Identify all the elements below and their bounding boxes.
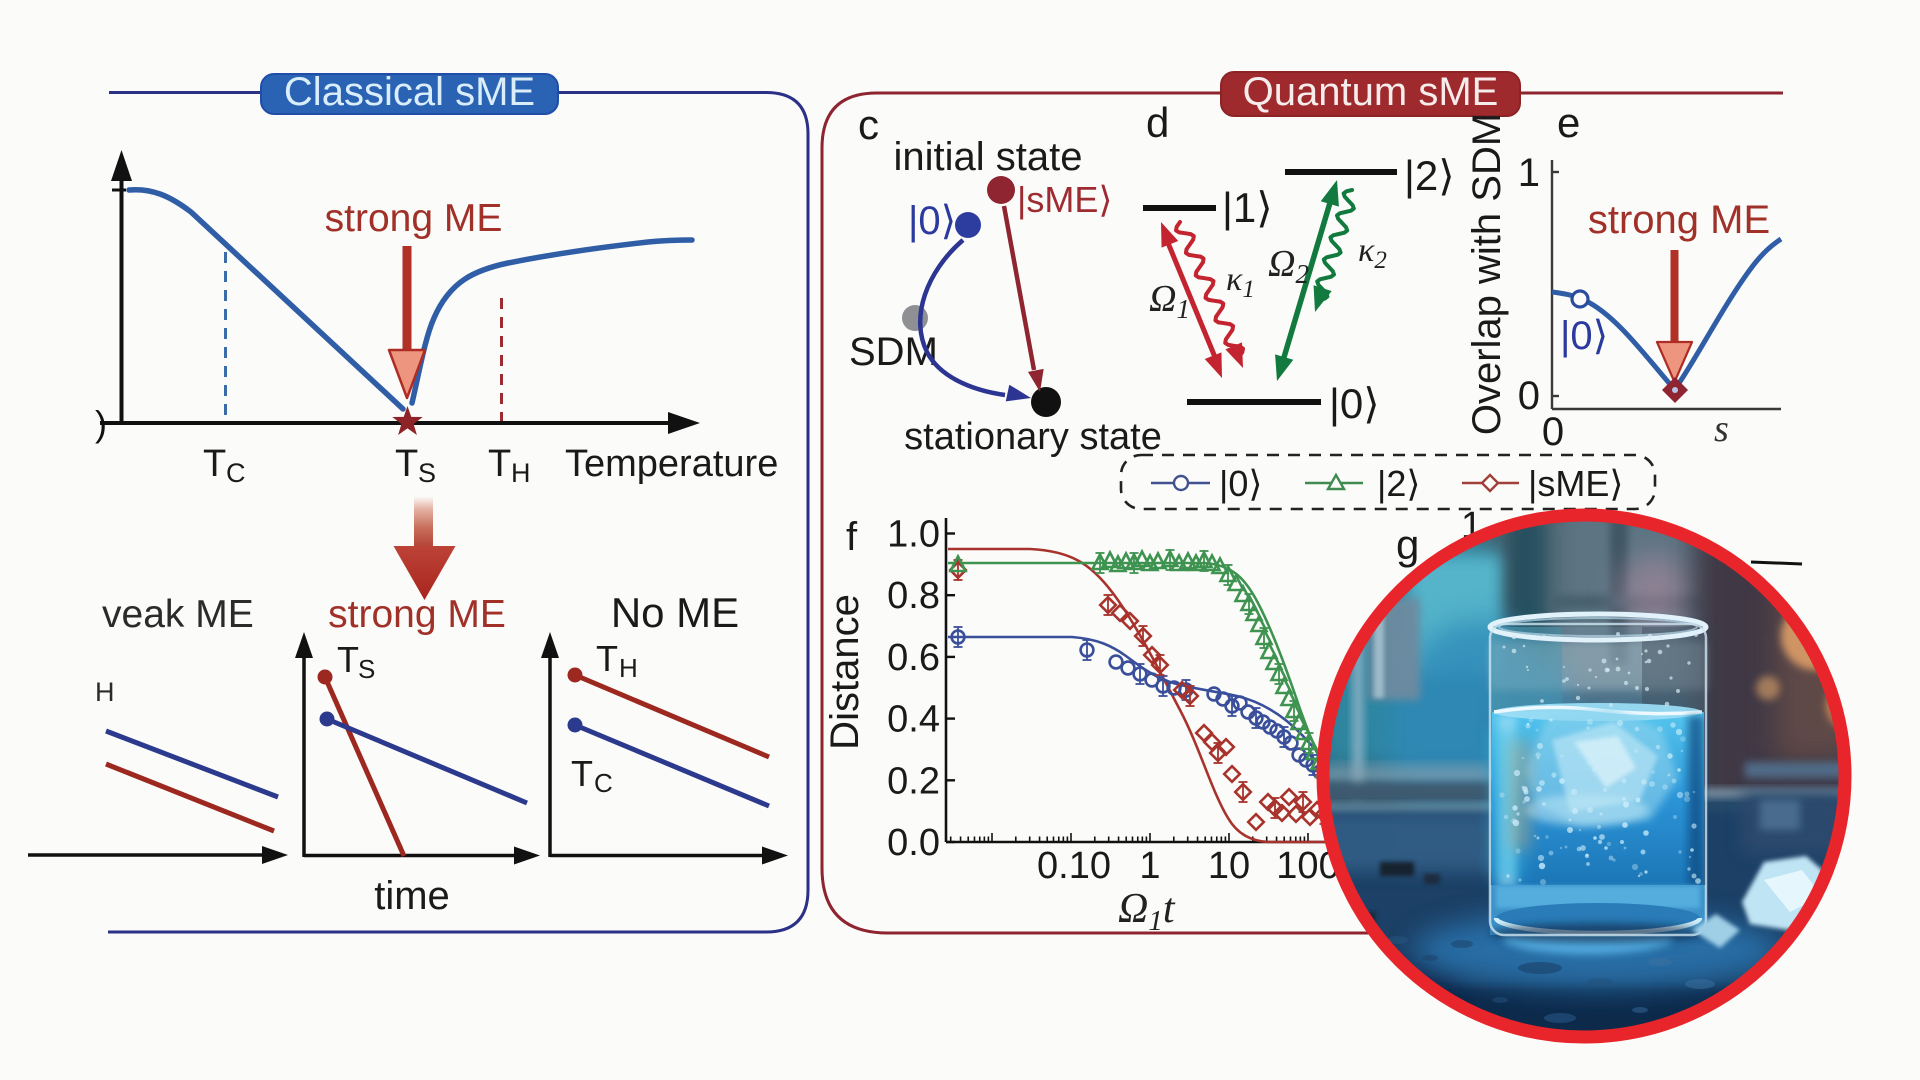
svg-text:Ω1t: Ω1t	[1118, 886, 1176, 937]
svg-text:Classical sME: Classical sME	[284, 70, 535, 114]
svg-text:|0⟩: |0⟩	[1219, 463, 1262, 504]
svg-text:stationary state: stationary state	[904, 416, 1162, 458]
svg-text:0.2: 0.2	[887, 760, 940, 802]
svg-text:time: time	[374, 874, 450, 918]
svg-text:|0⟩: |0⟩	[1560, 314, 1608, 358]
svg-text:|sME⟩: |sME⟩	[1017, 179, 1112, 220]
svg-text:10: 10	[1208, 845, 1250, 887]
svg-text:T: T	[596, 638, 618, 679]
svg-text:1: 1	[1139, 845, 1160, 887]
svg-text:Temperature: Temperature	[565, 443, 778, 485]
svg-text:|0⟩: |0⟩	[908, 199, 956, 243]
svg-text:0: 0	[1542, 410, 1564, 454]
svg-text:H: H	[95, 677, 115, 707]
svg-text:strong ME: strong ME	[1588, 198, 1770, 242]
svg-text:0.10: 0.10	[1037, 845, 1111, 887]
svg-text:s: s	[1714, 408, 1729, 450]
svg-text:Quantum sME: Quantum sME	[1243, 70, 1499, 114]
svg-text:S: S	[358, 654, 375, 684]
svg-text:1: 1	[1518, 151, 1540, 195]
svg-text:): )	[95, 403, 107, 444]
svg-text:T: T	[488, 443, 511, 485]
svg-text:|sME⟩: |sME⟩	[1528, 463, 1623, 504]
svg-text:g: g	[1396, 521, 1419, 568]
svg-text:strong ME: strong ME	[328, 593, 506, 636]
svg-text:|2⟩: |2⟩	[1404, 152, 1455, 199]
svg-text:|1⟩: |1⟩	[1222, 184, 1273, 231]
svg-text:e: e	[1557, 99, 1580, 146]
svg-text:C: C	[226, 458, 246, 488]
svg-text:|2⟩: |2⟩	[1377, 463, 1420, 504]
svg-text:T: T	[203, 443, 226, 485]
svg-text:0.8: 0.8	[887, 575, 940, 617]
svg-text:veak ME: veak ME	[102, 593, 254, 636]
svg-text:T: T	[337, 639, 359, 680]
svg-text:T: T	[571, 753, 593, 794]
svg-text:T: T	[395, 443, 418, 485]
svg-text:initial state: initial state	[894, 135, 1083, 179]
svg-text:d: d	[1146, 99, 1169, 146]
svg-text:Distance: Distance	[823, 594, 867, 750]
svg-text:0.0: 0.0	[887, 822, 940, 864]
svg-text:|0⟩: |0⟩	[1329, 380, 1380, 427]
svg-text:S: S	[418, 458, 436, 488]
svg-text:No ME: No ME	[611, 589, 739, 636]
svg-text:strong ME: strong ME	[325, 197, 503, 240]
svg-text:f: f	[846, 515, 858, 559]
svg-text:H: H	[619, 653, 638, 683]
svg-text:Overlap with SDM: Overlap with SDM	[1465, 113, 1509, 435]
svg-text:C: C	[594, 768, 613, 798]
svg-text:H: H	[511, 458, 531, 488]
svg-text:c: c	[858, 101, 879, 148]
svg-text:0.6: 0.6	[887, 637, 940, 679]
svg-text:0.4: 0.4	[887, 699, 940, 741]
svg-text:0: 0	[1518, 374, 1540, 418]
svg-text:1.0: 1.0	[887, 514, 940, 556]
